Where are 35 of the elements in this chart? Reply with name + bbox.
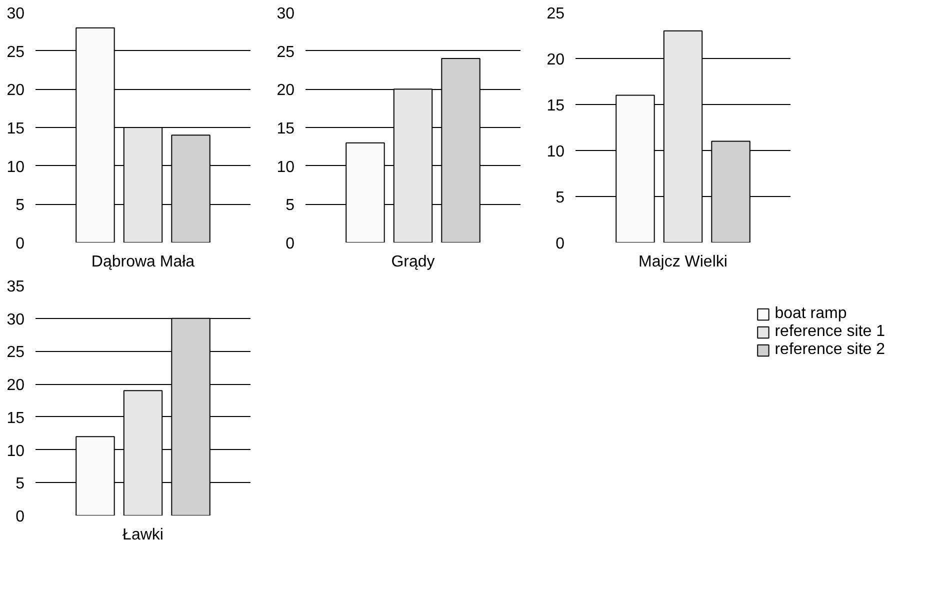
y-tick-label: 15 <box>276 120 295 138</box>
y-tick-label: 15 <box>546 98 565 114</box>
x-tick-label: Dąbrowa Mała <box>91 254 195 270</box>
y-tick-label: 25 <box>276 44 295 61</box>
y-tick-label: 25 <box>6 44 25 61</box>
legend-label: reference site 2 <box>774 341 885 359</box>
y-tick-label: 30 <box>6 6 25 22</box>
y-tick-label: 10 <box>276 158 295 176</box>
x-tick-label: Ławki <box>122 526 164 544</box>
y-tick-label: 15 <box>6 120 25 138</box>
y-tick-label: 0 <box>16 508 25 526</box>
x-tick-label: Majcz Wielki <box>638 254 728 270</box>
y-tick-label: 10 <box>6 442 25 460</box>
y-tick-label: 5 <box>16 476 25 493</box>
legend-label: boat ramp <box>774 305 847 323</box>
y-tick-label: 10 <box>546 144 565 160</box>
y-tick-label: 20 <box>276 82 295 100</box>
y-tick-label: 5 <box>16 197 25 214</box>
y-tick-label: 0 <box>286 236 295 252</box>
y-tick-label: 25 <box>546 6 565 22</box>
y-tick-label: 10 <box>6 158 25 176</box>
y-tick-label: 20 <box>6 377 25 394</box>
y-tick-label: 5 <box>286 197 295 214</box>
y-tick-label: 30 <box>6 311 25 328</box>
x-tick-label: Grądy <box>391 254 435 270</box>
y-tick-label: 35 <box>6 278 25 296</box>
y-tick-label: 0 <box>556 236 565 252</box>
y-tick-label: 30 <box>276 6 295 22</box>
y-tick-label: 20 <box>546 52 565 68</box>
y-tick-label: 15 <box>6 410 25 427</box>
legend-label: reference site 1 <box>774 323 885 341</box>
y-tick-label: 5 <box>556 190 565 206</box>
y-tick-label: 25 <box>6 344 25 362</box>
y-tick-label: 0 <box>16 236 25 252</box>
y-tick-label: 20 <box>6 82 25 100</box>
